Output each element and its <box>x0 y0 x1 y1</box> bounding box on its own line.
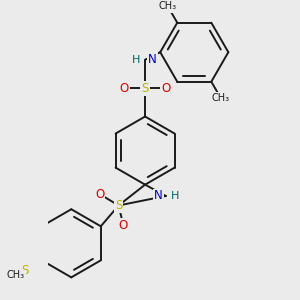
Text: CH₃: CH₃ <box>212 93 230 103</box>
Text: S: S <box>141 82 149 95</box>
Text: H: H <box>131 55 140 65</box>
Text: CH₃: CH₃ <box>7 270 25 280</box>
Text: CH₃: CH₃ <box>159 2 177 11</box>
Text: H: H <box>171 191 180 201</box>
Text: O: O <box>161 82 170 95</box>
Text: O: O <box>95 188 104 201</box>
Text: S: S <box>115 199 122 212</box>
Text: N: N <box>148 53 157 66</box>
Text: O: O <box>120 82 129 95</box>
Text: S: S <box>21 264 28 277</box>
Text: O: O <box>119 219 128 232</box>
Text: N: N <box>154 190 163 202</box>
